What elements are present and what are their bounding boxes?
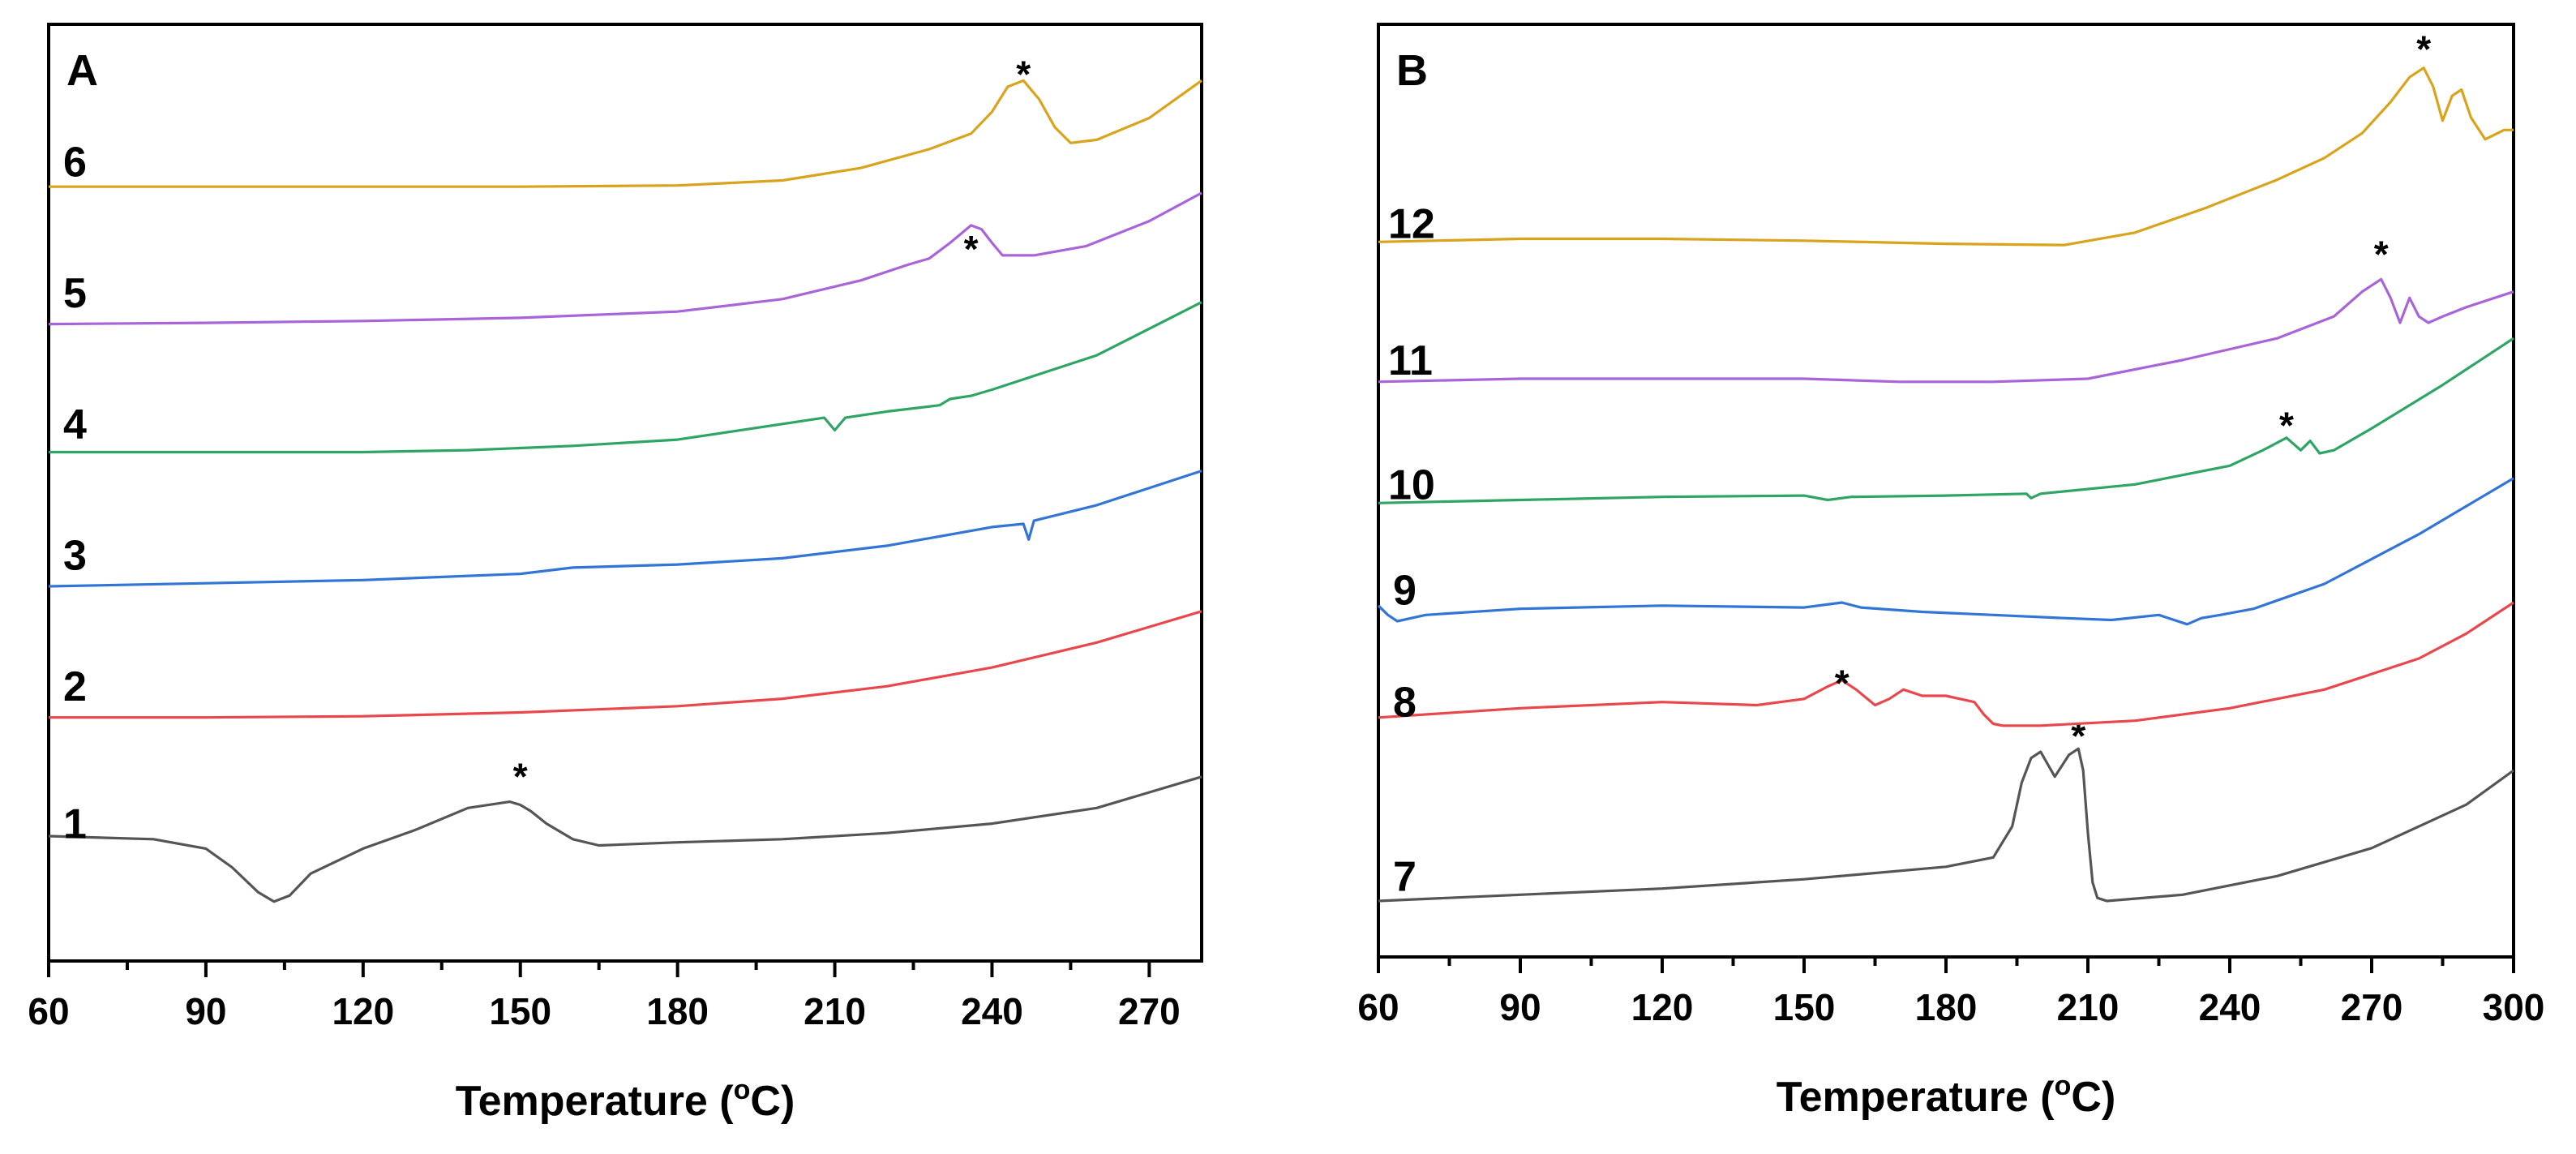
x-tick-label: 180 bbox=[646, 990, 709, 1032]
curve-label-8: 8 bbox=[1393, 680, 1417, 727]
panel-label: B bbox=[1396, 46, 1428, 95]
x-tick-label: 120 bbox=[332, 990, 394, 1032]
x-tick-label: 270 bbox=[1118, 990, 1181, 1032]
x-tick-label: 90 bbox=[185, 990, 226, 1032]
x-tick-label: 270 bbox=[2341, 986, 2403, 1028]
peak-star-11: * bbox=[2374, 234, 2389, 276]
series-line-6 bbox=[49, 79, 1202, 188]
peak-star-12: * bbox=[2416, 28, 2431, 71]
curve-label-4: 4 bbox=[63, 401, 87, 448]
series-line-2 bbox=[49, 610, 1202, 719]
x-tick-label: 240 bbox=[2199, 986, 2261, 1028]
x-tick-label: 150 bbox=[1773, 986, 1836, 1028]
x-tick-label: 180 bbox=[1915, 986, 1978, 1028]
x-tick-label: 120 bbox=[1631, 986, 1694, 1028]
series-line-11 bbox=[1378, 277, 2514, 384]
series-line-5 bbox=[48, 191, 1202, 326]
peak-star-8: * bbox=[1835, 663, 1849, 705]
x-tick-label: 240 bbox=[961, 990, 1023, 1032]
curve-label-5: 5 bbox=[63, 270, 87, 317]
curve-label-10: 10 bbox=[1388, 461, 1435, 508]
series-line-4 bbox=[49, 301, 1202, 454]
x-axis-title: Temperature (oC) bbox=[456, 1075, 795, 1125]
series-line-7 bbox=[1378, 747, 2514, 903]
x-tick-label: 210 bbox=[804, 990, 866, 1032]
x-tick-label: 150 bbox=[489, 990, 551, 1032]
x-tick-label: 300 bbox=[2483, 986, 2545, 1028]
x-tick-label: 60 bbox=[28, 990, 69, 1032]
curve-label-1: 1 bbox=[63, 801, 87, 848]
panel-A: 60 90 120 150 180 210 240 270 Temperature (oC) A 1… bbox=[28, 23, 1203, 1125]
x-axis-title: Temperature (oC) bbox=[1777, 1070, 2116, 1121]
series-line-3 bbox=[48, 470, 1202, 588]
series-line-10 bbox=[1378, 337, 2514, 504]
peak-star-10: * bbox=[2279, 404, 2294, 446]
plot-frame bbox=[1377, 23, 2515, 959]
x-tick-label: 210 bbox=[2057, 986, 2120, 1028]
curve-label-2: 2 bbox=[63, 663, 87, 710]
panel-B: 60 90 120 150 180 210 240 270 300 Temperature (oC… bbox=[1357, 23, 2545, 1121]
curve-label-9: 9 bbox=[1393, 568, 1417, 615]
series-line-8 bbox=[1378, 601, 2514, 727]
curve-label-7: 7 bbox=[1393, 853, 1417, 900]
plot-frame bbox=[47, 23, 1203, 963]
series-line-1 bbox=[48, 775, 1202, 903]
curve-label-3: 3 bbox=[63, 533, 87, 580]
series-line-12 bbox=[1378, 66, 2514, 247]
curve-label-6: 6 bbox=[63, 139, 87, 186]
panel-label: A bbox=[66, 46, 98, 95]
x-tick-label: 60 bbox=[1357, 986, 1399, 1028]
peak-star-7: * bbox=[2071, 715, 2085, 757]
series-line-9 bbox=[1377, 477, 2514, 626]
x-tick-label: 90 bbox=[1499, 986, 1541, 1028]
peak-star-6: * bbox=[1016, 53, 1031, 95]
peak-star-5: * bbox=[964, 228, 979, 270]
curve-label-12: 12 bbox=[1388, 200, 1435, 247]
curve-label-11: 11 bbox=[1388, 337, 1433, 384]
peak-star-1: * bbox=[513, 756, 528, 798]
